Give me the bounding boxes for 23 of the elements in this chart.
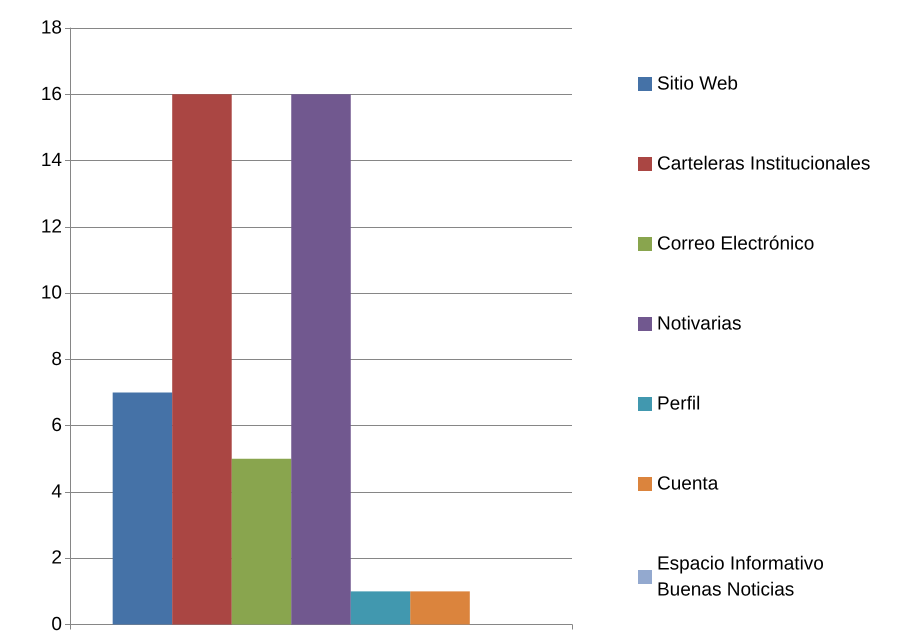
y-tick-label: 0: [51, 614, 62, 635]
legend-label: Carteleras Institucionales: [657, 154, 870, 174]
legend-label: Notivarias: [657, 314, 742, 334]
bar: [410, 591, 470, 624]
y-tick-label: 10: [40, 282, 62, 304]
bar: [172, 94, 232, 624]
legend-label: Correo Electrónico: [657, 234, 814, 254]
bar: [291, 94, 351, 624]
bar: [112, 392, 172, 624]
y-tick-label: 2: [51, 548, 62, 569]
legend-label: Espacio Informativo Buenas Noticias: [657, 554, 830, 600]
legend-label: Perfil: [657, 394, 700, 414]
y-tick-label: 16: [40, 84, 62, 105]
y-tick-label: 14: [40, 150, 62, 172]
legend-label: Cuenta: [657, 474, 719, 494]
legend-label: Sitio Web: [657, 74, 738, 94]
bar: [350, 591, 410, 624]
y-tick-label: 4: [51, 481, 62, 502]
y-tick-label: 12: [40, 216, 62, 238]
y-tick-label: 18: [40, 18, 62, 38]
bar: [232, 458, 292, 624]
y-tick-label: 8: [51, 348, 62, 370]
y-tick-label: 6: [51, 415, 62, 436]
